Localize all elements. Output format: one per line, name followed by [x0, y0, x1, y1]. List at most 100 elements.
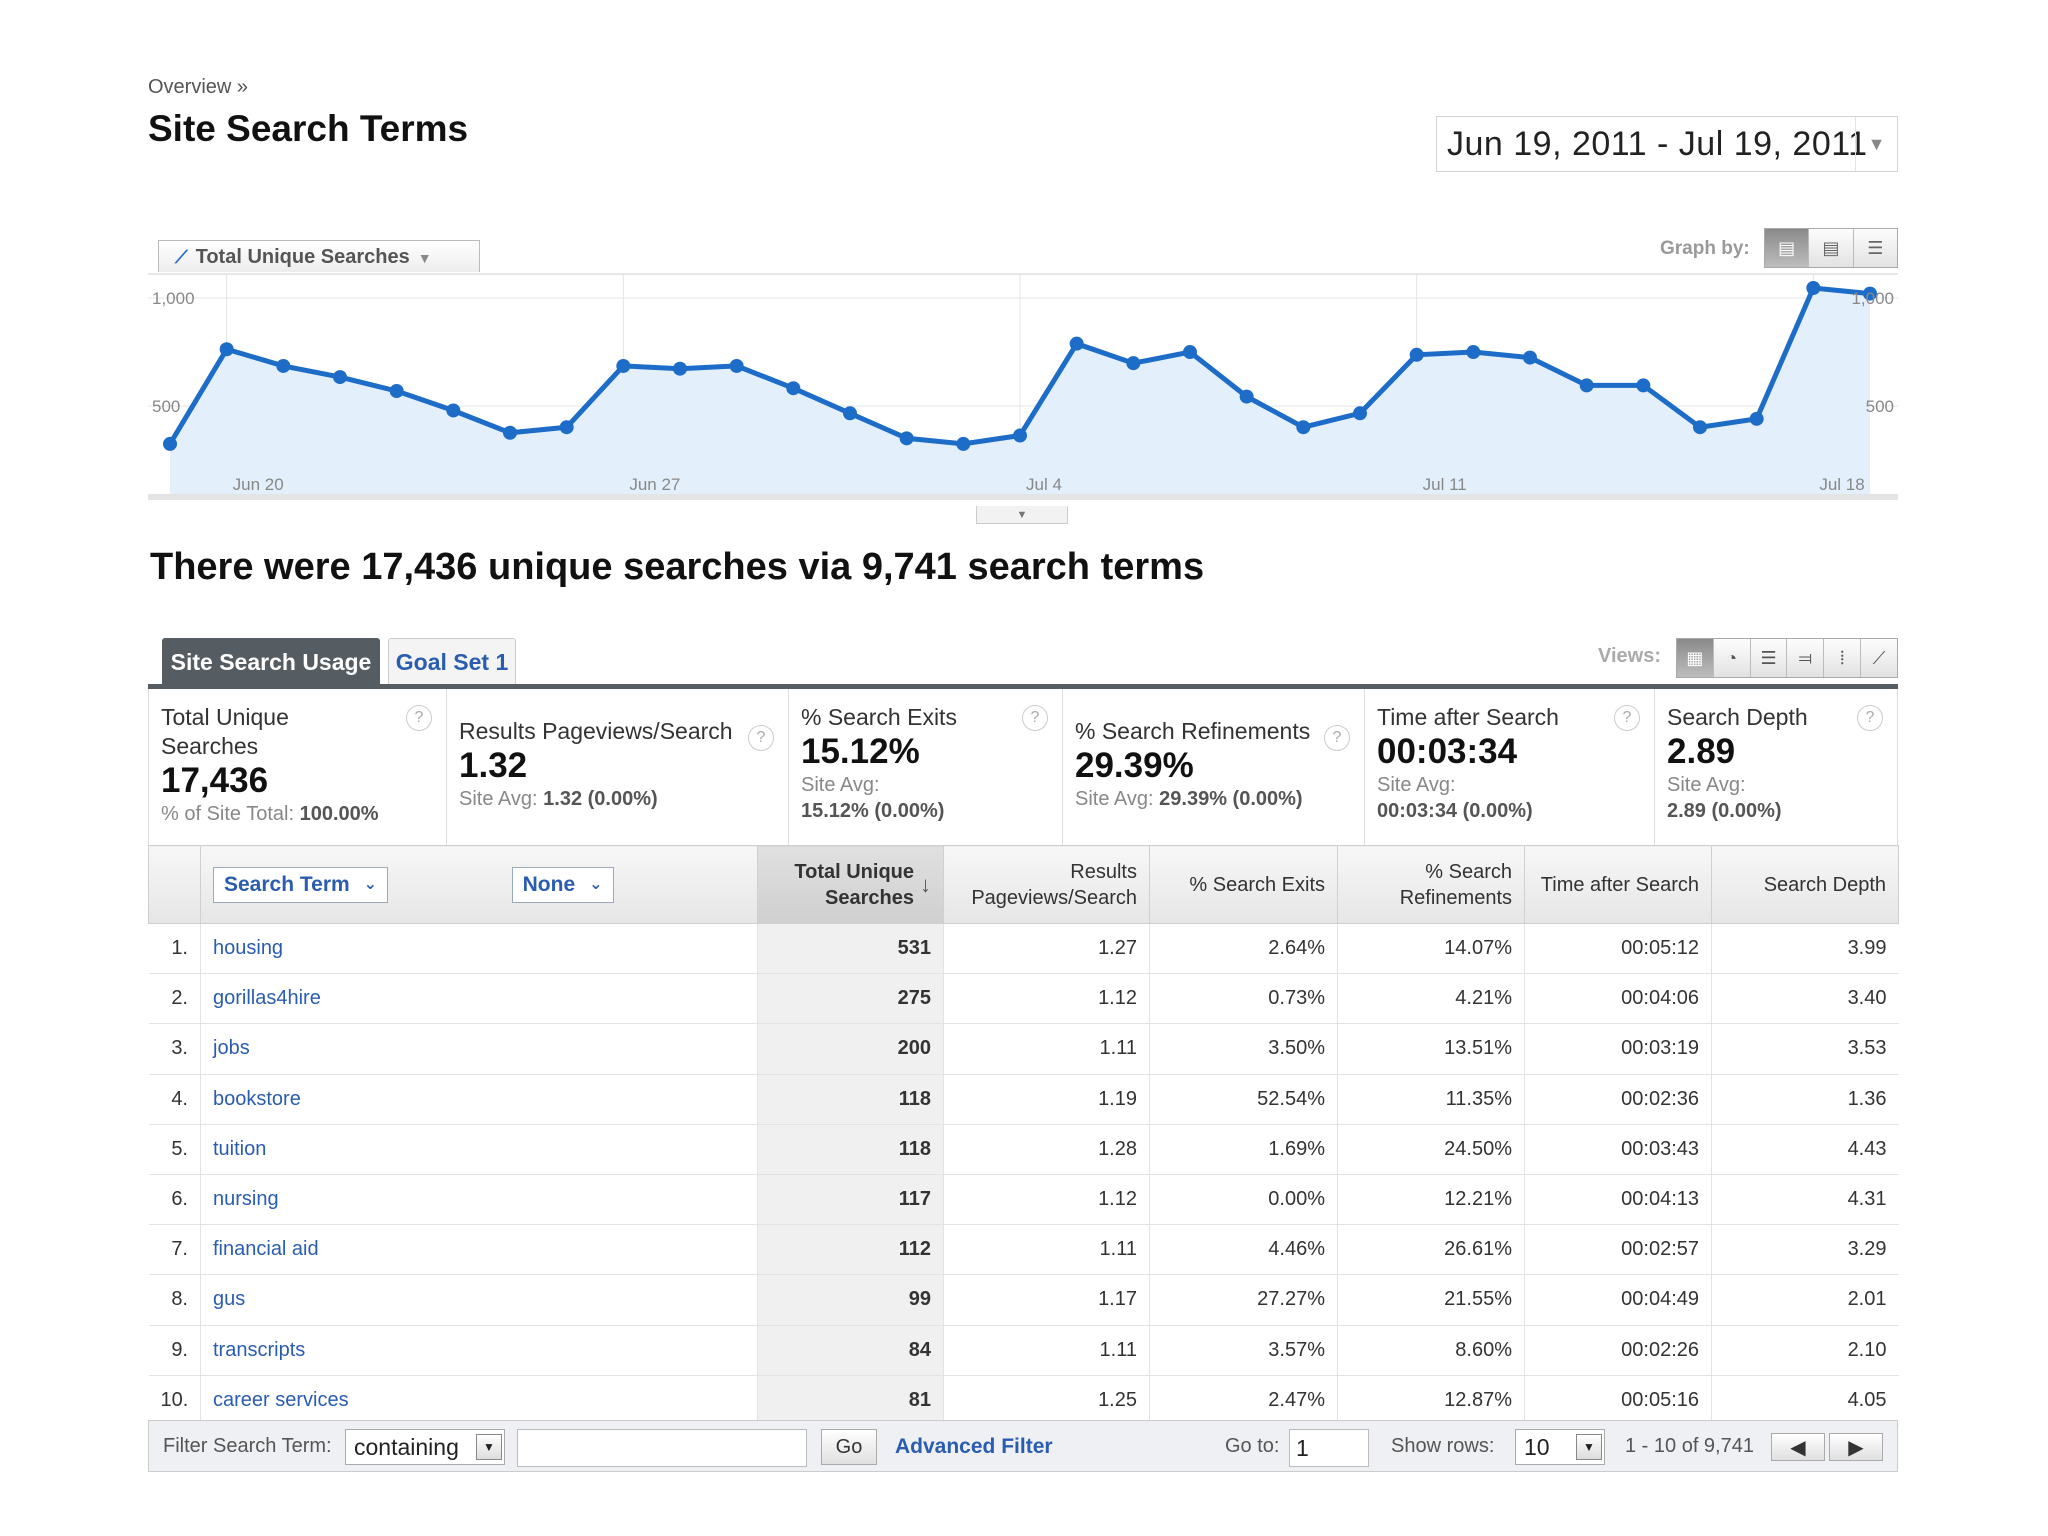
pie-view-button[interactable]: ◔: [1713, 639, 1751, 677]
chart-point[interactable]: [1296, 420, 1311, 435]
pivot-view-button[interactable]: ⦙: [1824, 639, 1862, 677]
chart-point[interactable]: [673, 361, 687, 376]
help-icon[interactable]: ?: [1614, 705, 1640, 731]
table-row: 5. tuition 118 1.28 1.69% 24.50% 00:03:43 4.43: [148, 1124, 1899, 1175]
table-view-button[interactable]: ▦: [1677, 639, 1714, 677]
chevron-down-icon: ▼: [476, 1434, 502, 1460]
search-term-link[interactable]: tuition: [213, 1137, 267, 1160]
chart-point[interactable]: [1579, 378, 1594, 393]
chart-point[interactable]: [503, 425, 517, 440]
column-header-search-exits[interactable]: % Search Exits: [1149, 845, 1338, 924]
search-exits-cell: 0.73%: [1149, 973, 1338, 1025]
chart-point[interactable]: [1806, 281, 1821, 295]
show-rows-label: Show rows:: [1391, 1435, 1495, 1457]
goto-input[interactable]: 1: [1289, 1429, 1369, 1467]
row-index: 10.: [148, 1375, 201, 1426]
chart-point[interactable]: [276, 358, 291, 373]
chevron-down-icon[interactable]: ▼: [1855, 117, 1897, 171]
chart-point[interactable]: [1013, 428, 1027, 443]
search-exits-cell: 27.27%: [1149, 1274, 1338, 1326]
chart-point[interactable]: [1239, 389, 1254, 404]
search-depth-cell: 4.43: [1711, 1124, 1899, 1175]
search-term-link[interactable]: jobs: [213, 1037, 250, 1060]
tab-goal-set-1[interactable]: Goal Set 1: [388, 638, 516, 686]
search-term-link[interactable]: nursing: [213, 1188, 279, 1211]
chart-point[interactable]: [786, 381, 801, 396]
search-term-link[interactable]: gus: [213, 1288, 246, 1311]
chart-collapse-handle[interactable]: ▼: [976, 506, 1068, 524]
month-graph-icon: ☰: [1867, 237, 1884, 258]
chart-point[interactable]: [1636, 378, 1651, 393]
help-icon[interactable]: ?: [1857, 705, 1883, 731]
chart-point[interactable]: [1409, 347, 1424, 362]
advanced-filter-link[interactable]: Advanced Filter: [895, 1435, 1053, 1458]
unique-searches-cell: 118: [757, 1074, 944, 1125]
help-icon[interactable]: ?: [1324, 725, 1350, 751]
breadcrumb[interactable]: Overview »: [148, 76, 249, 98]
chart-point[interactable]: [1693, 420, 1707, 435]
chart-point[interactable]: [219, 342, 234, 357]
search-term-link[interactable]: transcripts: [213, 1338, 306, 1361]
primary-dimension-selector[interactable]: Search Term ⌄: [213, 866, 389, 903]
chart-point[interactable]: [616, 358, 631, 373]
bar-view-button[interactable]: ☰: [1750, 639, 1788, 677]
column-header-time-after-search[interactable]: Time after Search: [1524, 845, 1712, 924]
chart-point[interactable]: [1863, 286, 1877, 301]
scorecard-value: 29.39%: [1075, 746, 1194, 785]
chart-point[interactable]: [1126, 356, 1141, 371]
column-header-results-pageviews[interactable]: Results Pageviews/Search: [943, 845, 1150, 924]
scorecard-value: 2.89: [1667, 732, 1736, 771]
metric-selector-label: Total Unique Searches: [195, 246, 410, 268]
help-icon[interactable]: ?: [748, 725, 774, 751]
filter-input[interactable]: [517, 1429, 807, 1467]
chart-point[interactable]: [333, 370, 347, 385]
search-term-link[interactable]: bookstore: [213, 1087, 301, 1110]
search-term-link[interactable]: housing: [213, 937, 284, 960]
tab-divider: [148, 684, 1898, 689]
chart-point[interactable]: [559, 420, 574, 435]
chart-point[interactable]: [1069, 336, 1084, 351]
show-rows-select[interactable]: 10 ▼: [1515, 1429, 1605, 1465]
chart-point[interactable]: [446, 403, 461, 418]
chart-point[interactable]: [956, 436, 971, 451]
filter-go-button[interactable]: Go: [821, 1429, 877, 1465]
graph-by-week-button[interactable]: ▤: [1809, 229, 1854, 267]
previous-page-button[interactable]: ◀: [1771, 1433, 1825, 1461]
chart-point[interactable]: [1466, 345, 1481, 360]
chart-point[interactable]: [1353, 406, 1367, 421]
chart-point[interactable]: [899, 431, 914, 446]
column-header-search-refinements[interactable]: % Search Refinements: [1337, 845, 1525, 924]
column-header-total-unique-searches[interactable]: Total Unique Searches ↓: [757, 845, 944, 924]
search-term-cell: bookstore: [200, 1074, 758, 1125]
search-depth-cell: 4.05: [1711, 1375, 1899, 1426]
search-term-link[interactable]: financial aid: [213, 1238, 319, 1261]
help-icon[interactable]: ?: [1022, 705, 1048, 731]
chart-point[interactable]: [1523, 350, 1537, 365]
column-header-search-depth[interactable]: Search Depth: [1711, 845, 1899, 924]
next-page-button[interactable]: ▶: [1829, 1433, 1883, 1461]
chart-point[interactable]: [843, 406, 857, 421]
chart-point[interactable]: [1183, 345, 1197, 360]
help-icon[interactable]: ?: [406, 705, 432, 731]
table-row: 1. housing 531 1.27 2.64% 14.07% 00:05:12 3.99: [148, 923, 1899, 975]
chart-point[interactable]: [729, 358, 744, 373]
chart-point[interactable]: [163, 436, 177, 451]
search-refinements-cell: 11.35%: [1337, 1074, 1525, 1125]
time-after-search-cell: 00:03:43: [1524, 1124, 1712, 1175]
graph-by-day-button[interactable]: ▤: [1765, 229, 1810, 267]
search-depth-cell: 3.99: [1711, 923, 1899, 975]
chart-point[interactable]: [1749, 411, 1764, 426]
graph-view-button[interactable]: ⟋: [1861, 639, 1897, 677]
filter-mode-select[interactable]: containing ▼: [345, 1429, 505, 1465]
row-index: 2.: [148, 973, 201, 1025]
chart-point[interactable]: [389, 384, 404, 398]
tab-site-search-usage[interactable]: Site Search Usage: [162, 638, 380, 686]
search-term-link[interactable]: career services: [213, 1388, 349, 1411]
compare-view-button[interactable]: ⫤: [1787, 639, 1825, 677]
search-term-link[interactable]: gorillas4hire: [213, 987, 321, 1010]
search-refinements-cell: 12.21%: [1337, 1174, 1525, 1226]
graph-by-month-button[interactable]: ☰: [1853, 229, 1897, 267]
secondary-dimension-selector[interactable]: None ⌄: [511, 866, 614, 903]
metric-selector[interactable]: ⟋ Total Unique Searches ▼: [158, 240, 480, 274]
date-range-picker[interactable]: Jun 19, 2011 - Jul 19, 2011 ▼: [1436, 116, 1898, 172]
